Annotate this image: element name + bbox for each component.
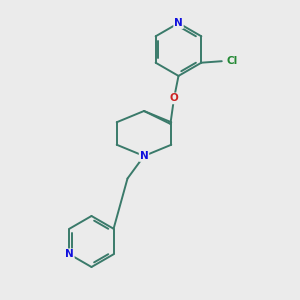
Text: N: N [65,249,74,259]
Text: N: N [174,18,183,28]
Text: N: N [140,151,148,161]
Text: Cl: Cl [226,56,237,66]
Text: O: O [169,93,178,103]
